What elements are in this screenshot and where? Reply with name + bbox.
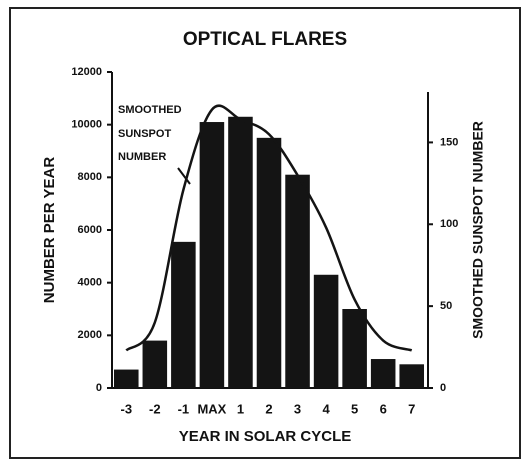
x-tick-label: 6 xyxy=(380,401,387,416)
x-tick-label: 7 xyxy=(408,401,415,416)
line xyxy=(125,104,413,352)
annotation: NUMBER xyxy=(118,151,166,163)
bar xyxy=(228,116,253,389)
x-tick-label: 3 xyxy=(294,401,301,416)
x-tick-label: -2 xyxy=(149,401,161,416)
y2-tick-label: 50 xyxy=(440,300,452,312)
annotation: SUNSPOT xyxy=(118,128,171,140)
bar xyxy=(285,174,310,388)
x-tick-label: -3 xyxy=(120,401,132,416)
y2-axis-label: SMOOTHED SUNSPOT NUMBER xyxy=(470,121,486,339)
bar xyxy=(171,241,196,388)
bar xyxy=(199,122,225,389)
chart-title: OPTICAL FLARES xyxy=(183,29,347,50)
y2-tick-label: 100 xyxy=(440,218,458,230)
y-axis-label: NUMBER PER YEAR xyxy=(41,157,58,304)
y-tick-label: 6000 xyxy=(78,224,102,236)
x-tick-label: -1 xyxy=(178,401,190,416)
bar xyxy=(342,309,367,388)
x-tick-label: 4 xyxy=(322,401,330,416)
frame xyxy=(9,7,521,459)
bar xyxy=(142,340,168,388)
annotation: SMOOTHED xyxy=(118,104,182,116)
annotation-arrow xyxy=(177,167,191,185)
x-axis-label: YEAR IN SOLAR CYCLE xyxy=(179,428,352,445)
x-tick-label: 5 xyxy=(351,401,358,416)
y-tick-label: 4000 xyxy=(78,277,102,289)
y-tick-label: 12000 xyxy=(71,66,102,78)
y-tick-label: 8000 xyxy=(78,171,102,183)
x-tick-label: MAX xyxy=(197,401,226,416)
y-tick-label: 2000 xyxy=(78,329,102,341)
bar xyxy=(370,359,396,388)
bar xyxy=(256,137,282,388)
y2-tick-label: 150 xyxy=(440,136,458,148)
y-tick-label: 0 xyxy=(96,382,102,394)
bar xyxy=(113,369,139,388)
x-tick-label: 2 xyxy=(265,401,272,416)
bar xyxy=(399,364,425,388)
y2-tick-label: 0 xyxy=(440,382,446,394)
bar xyxy=(313,274,339,388)
x-tick-label: 1 xyxy=(237,401,244,416)
y-tick-label: 10000 xyxy=(71,119,102,131)
